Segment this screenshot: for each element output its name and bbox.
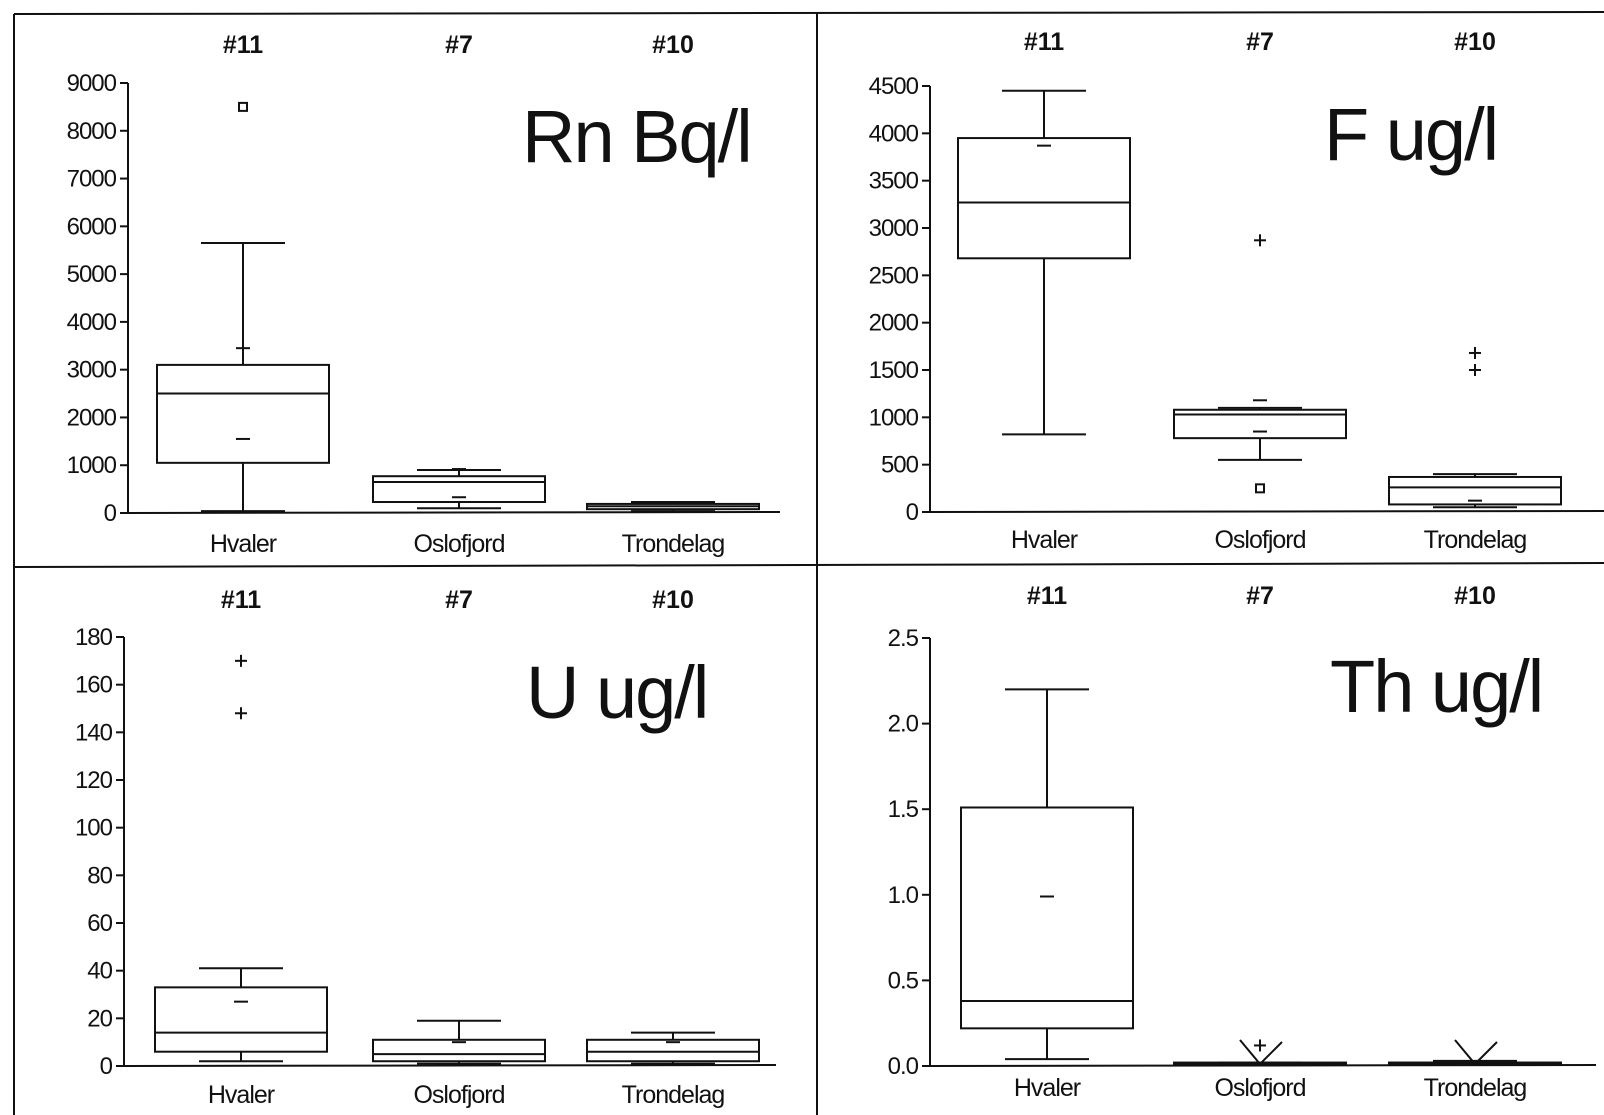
y-tick-label: 1.5 bbox=[888, 796, 919, 823]
category-label: Hvaler bbox=[1011, 526, 1078, 554]
y-tick-label: 5000 bbox=[67, 261, 117, 288]
sample-count-label: #7 bbox=[1246, 582, 1274, 610]
y-tick-label: 100 bbox=[75, 815, 113, 842]
y-tick-label: 3000 bbox=[67, 357, 117, 384]
y-tick-label: 1500 bbox=[869, 357, 919, 384]
sample-count-label: #10 bbox=[1454, 28, 1496, 56]
x-axis-line bbox=[127, 511, 781, 514]
y-tick-label: 9000 bbox=[67, 70, 117, 97]
y-tick-label: 0 bbox=[104, 500, 117, 527]
category-label: Trondelag bbox=[1424, 526, 1527, 554]
y-tick-label: 2000 bbox=[869, 310, 919, 337]
outlier-plus bbox=[1254, 234, 1266, 247]
outlier-square bbox=[238, 101, 248, 112]
box bbox=[960, 806, 1134, 1030]
outlier-square bbox=[1255, 483, 1265, 494]
y-tick-label: 500 bbox=[881, 452, 919, 479]
x-axis-line bbox=[929, 510, 1604, 513]
category-label: Oslofjord bbox=[413, 530, 504, 558]
y-tick-label: 4500 bbox=[869, 73, 919, 100]
sample-count-label: #11 bbox=[221, 586, 261, 614]
y-tick-label: 1000 bbox=[869, 404, 919, 431]
y-tick-label: 120 bbox=[75, 767, 113, 794]
y-tick-label: 4000 bbox=[67, 309, 117, 336]
chart-panel: 0.0 0.5 1.0 1.5 2.0 2.5 Th ug/l #11 Hvaler #7 Oslo… bbox=[888, 582, 1597, 1102]
box bbox=[957, 137, 1131, 260]
chart-panel: 0 500 1000 1500 2000 2500 3000 3500 4000 4500 F ug… bbox=[869, 28, 1604, 554]
y-tick-label: 180 bbox=[75, 624, 113, 651]
category-label: Trondelag bbox=[622, 530, 725, 558]
y-tick-label: 0 bbox=[906, 499, 919, 526]
chart-title: U ug/l bbox=[526, 651, 707, 734]
y-tick-label: 140 bbox=[75, 719, 113, 746]
y-tick-label: 7000 bbox=[67, 166, 117, 193]
y-tick-label: 4000 bbox=[869, 120, 919, 147]
category-label: Oslofjord bbox=[413, 1081, 504, 1109]
near-zero-marker bbox=[1454, 1039, 1498, 1066]
sample-count-label: #7 bbox=[445, 31, 473, 59]
box bbox=[154, 986, 328, 1053]
outlier-plus bbox=[1254, 1039, 1266, 1052]
sample-count-label: #7 bbox=[445, 586, 473, 614]
sample-count-label: #11 bbox=[223, 31, 263, 59]
sample-count-label: #10 bbox=[652, 31, 694, 59]
chart-title: F ug/l bbox=[1324, 93, 1497, 176]
outlier-plus bbox=[235, 654, 247, 667]
chart-panel: 0 20 40 60 80 100 120 140 160 180 U ug/l #11 Hvaler #… bbox=[75, 586, 777, 1109]
y-tick-label: 2.5 bbox=[888, 625, 919, 652]
y-tick-label: 1.0 bbox=[888, 882, 919, 909]
y-tick-label: 2500 bbox=[869, 262, 919, 289]
outlier-plus bbox=[1469, 364, 1481, 376]
chart-panel: 0 1000 2000 3000 4000 5000 6000 7000 8000 9000 Rn … bbox=[67, 31, 781, 558]
y-tick-label: 3500 bbox=[869, 168, 919, 195]
box bbox=[586, 1038, 760, 1063]
x-axis-line bbox=[123, 1064, 777, 1067]
sample-count-label: #10 bbox=[652, 586, 694, 614]
y-tick-label: 160 bbox=[75, 672, 113, 699]
sample-count-label: #7 bbox=[1246, 28, 1274, 56]
category-label: Oslofjord bbox=[1214, 526, 1305, 554]
y-tick-label: 1000 bbox=[67, 452, 117, 479]
category-label: Trondelag bbox=[1424, 1074, 1527, 1102]
y-tick-label: 2000 bbox=[67, 404, 117, 431]
y-tick-label: 0 bbox=[100, 1053, 113, 1080]
y-tick-label: 80 bbox=[87, 862, 112, 889]
y-tick-label: 8000 bbox=[67, 118, 117, 145]
box bbox=[372, 1038, 546, 1063]
outlier-plus bbox=[235, 707, 247, 720]
chart-title: Rn Bq/l bbox=[522, 95, 751, 178]
chart-title: Th ug/l bbox=[1330, 645, 1542, 728]
category-label: Hvaler bbox=[208, 1081, 275, 1109]
sample-count-label: #11 bbox=[1024, 28, 1064, 56]
category-label: Oslofjord bbox=[1214, 1074, 1305, 1102]
category-label: Hvaler bbox=[1014, 1074, 1081, 1102]
box bbox=[156, 363, 330, 464]
frame-top bbox=[13, 11, 1604, 15]
frame-divider-horizontal bbox=[13, 562, 1604, 568]
y-tick-label: 60 bbox=[87, 910, 112, 937]
y-tick-label: 6000 bbox=[67, 213, 117, 240]
y-tick-label: 0.5 bbox=[888, 967, 919, 994]
y-tick-label: 40 bbox=[87, 958, 112, 985]
y-tick-label: 0.0 bbox=[888, 1053, 919, 1080]
y-tick-label: 2.0 bbox=[888, 711, 919, 738]
y-tick-label: 20 bbox=[87, 1005, 112, 1032]
outlier-plus bbox=[1469, 346, 1481, 359]
y-tick-label: 3000 bbox=[869, 215, 919, 242]
category-label: Trondelag bbox=[622, 1081, 725, 1109]
sample-count-label: #11 bbox=[1027, 582, 1067, 610]
sample-count-label: #10 bbox=[1454, 582, 1496, 610]
near-zero-marker bbox=[1239, 1039, 1283, 1066]
category-label: Hvaler bbox=[210, 530, 277, 558]
